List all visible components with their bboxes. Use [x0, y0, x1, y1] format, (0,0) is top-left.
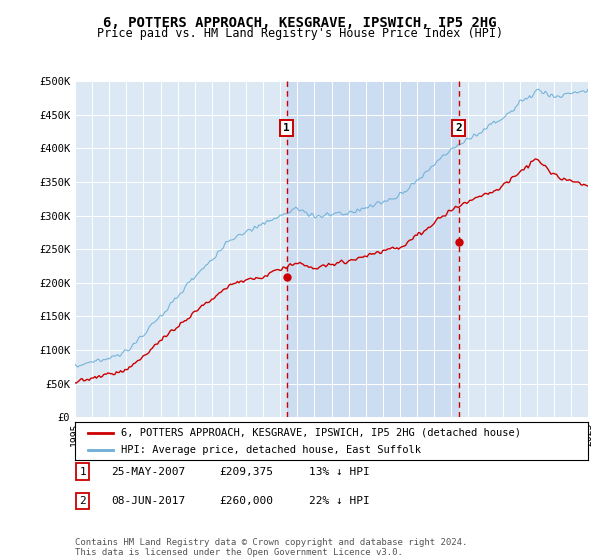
- Text: 08-JUN-2017: 08-JUN-2017: [111, 496, 185, 506]
- Text: 6, POTTERS APPROACH, KESGRAVE, IPSWICH, IP5 2HG (detached house): 6, POTTERS APPROACH, KESGRAVE, IPSWICH, …: [121, 427, 521, 437]
- Text: £260,000: £260,000: [219, 496, 273, 506]
- Text: 25-MAY-2007: 25-MAY-2007: [111, 466, 185, 477]
- Text: £209,375: £209,375: [219, 466, 273, 477]
- Text: 1: 1: [283, 123, 290, 133]
- Text: 2: 2: [79, 496, 86, 506]
- Text: 1: 1: [79, 466, 86, 477]
- Text: HPI: Average price, detached house, East Suffolk: HPI: Average price, detached house, East…: [121, 445, 421, 455]
- Text: Price paid vs. HM Land Registry's House Price Index (HPI): Price paid vs. HM Land Registry's House …: [97, 27, 503, 40]
- Text: 2: 2: [455, 123, 462, 133]
- Text: 6, POTTERS APPROACH, KESGRAVE, IPSWICH, IP5 2HG: 6, POTTERS APPROACH, KESGRAVE, IPSWICH, …: [103, 16, 497, 30]
- Text: Contains HM Land Registry data © Crown copyright and database right 2024.
This d: Contains HM Land Registry data © Crown c…: [75, 538, 467, 557]
- Text: 13% ↓ HPI: 13% ↓ HPI: [309, 466, 370, 477]
- Bar: [287, 81, 459, 417]
- Text: 22% ↓ HPI: 22% ↓ HPI: [309, 496, 370, 506]
